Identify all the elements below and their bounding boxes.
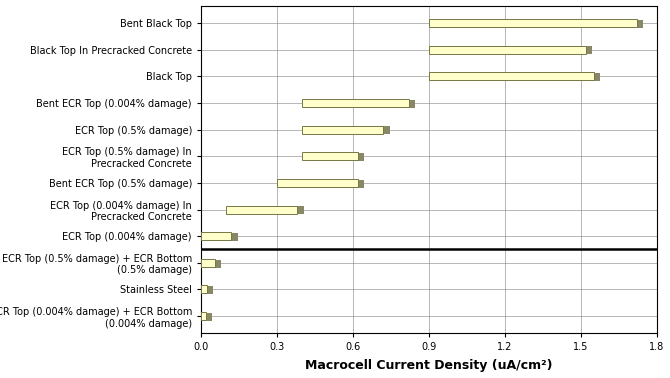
Bar — [429, 19, 636, 27]
Bar — [436, 73, 600, 81]
Bar — [277, 179, 358, 187]
Bar — [201, 232, 231, 240]
Bar — [283, 180, 364, 188]
Bar — [226, 206, 297, 214]
Bar — [309, 100, 415, 108]
Bar — [436, 46, 592, 54]
Bar — [302, 125, 383, 133]
Bar — [436, 20, 643, 28]
Bar — [201, 285, 206, 293]
Bar — [201, 312, 206, 320]
Bar — [429, 45, 586, 54]
Bar — [429, 72, 594, 80]
Bar — [207, 313, 212, 321]
Bar — [302, 99, 409, 107]
X-axis label: Macrocell Current Density (uA/cm²): Macrocell Current Density (uA/cm²) — [305, 359, 553, 372]
Bar — [309, 127, 390, 135]
Bar — [207, 233, 238, 241]
Bar — [207, 287, 213, 294]
Bar — [309, 153, 364, 161]
Bar — [207, 260, 221, 268]
Bar — [302, 152, 358, 160]
Bar — [201, 259, 215, 267]
Bar — [232, 206, 304, 214]
